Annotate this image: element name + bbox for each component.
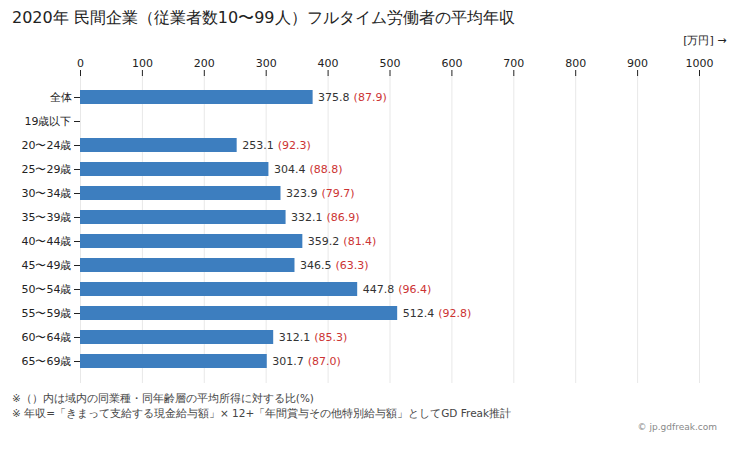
svg-text:35〜39歳: 35〜39歳 xyxy=(22,211,72,224)
svg-text:312.1: 312.1 xyxy=(279,331,311,344)
svg-text:346.5: 346.5 xyxy=(300,259,332,272)
svg-text:(92.3): (92.3) xyxy=(278,139,311,152)
svg-text:(88.8): (88.8) xyxy=(309,163,342,176)
svg-text:19歳以下: 19歳以下 xyxy=(25,115,72,128)
svg-text:[万円] →: [万円] → xyxy=(683,34,726,47)
svg-text:(85.3): (85.3) xyxy=(314,331,347,344)
svg-text:20〜24歳: 20〜24歳 xyxy=(22,139,72,152)
svg-text:332.1: 332.1 xyxy=(291,211,323,224)
svg-text:(96.4): (96.4) xyxy=(398,283,431,296)
svg-text:45〜49歳: 45〜49歳 xyxy=(22,259,72,272)
svg-text:50〜54歳: 50〜54歳 xyxy=(22,283,72,296)
svg-text:30〜34歳: 30〜34歳 xyxy=(22,187,72,200)
svg-text:700: 700 xyxy=(503,57,524,70)
svg-text:40〜44歳: 40〜44歳 xyxy=(22,235,72,248)
svg-text:65〜69歳: 65〜69歳 xyxy=(22,355,72,368)
svg-text:300: 300 xyxy=(256,57,277,70)
svg-text:200: 200 xyxy=(194,57,215,70)
html-text:© jp.gdfreak.com: © jp.gdfreak.com xyxy=(637,422,717,432)
svg-text:600: 600 xyxy=(441,57,462,70)
svg-text:100: 100 xyxy=(132,57,153,70)
svg-text:323.9: 323.9 xyxy=(286,187,318,200)
svg-text:(92.8): (92.8) xyxy=(438,307,471,320)
svg-text:375.8: 375.8 xyxy=(318,91,350,104)
svg-text:(87.0): (87.0) xyxy=(308,355,341,368)
svg-text:60〜64歳: 60〜64歳 xyxy=(22,331,72,344)
svg-text:全体: 全体 xyxy=(50,91,72,104)
html-text:※ 年収=「きまって支給する現金給与額」× 12+「年間賞与: ※ 年収=「きまって支給する現金給与額」× 12+「年間賞与その他特別給与額」と… xyxy=(12,407,512,419)
svg-text:25〜29歳: 25〜29歳 xyxy=(22,163,72,176)
svg-text:359.2: 359.2 xyxy=(308,235,340,248)
html-text:2020年 民間企業（従業者数10〜99人）フルタイム労働者: 2020年 民間企業（従業者数10〜99人）フルタイム労働者の平均年収 xyxy=(12,8,515,27)
svg-text:500: 500 xyxy=(380,57,401,70)
svg-text:(86.9): (86.9) xyxy=(327,211,360,224)
svg-text:(63.3): (63.3) xyxy=(335,259,368,272)
svg-text:0: 0 xyxy=(77,57,84,70)
svg-text:(79.7): (79.7) xyxy=(321,187,354,200)
svg-text:(87.9): (87.9) xyxy=(354,91,387,104)
svg-text:1000: 1000 xyxy=(686,57,714,70)
html-text:※（）内は域内の同業種・同年齢層の平均所得に対する比(%): ※（）内は域内の同業種・同年齢層の平均所得に対する比(%) xyxy=(12,392,314,404)
svg-text:400: 400 xyxy=(318,57,339,70)
svg-text:800: 800 xyxy=(565,57,586,70)
svg-text:301.7: 301.7 xyxy=(272,355,304,368)
svg-text:900: 900 xyxy=(627,57,648,70)
svg-text:55〜59歳: 55〜59歳 xyxy=(22,307,72,320)
svg-text:304.4: 304.4 xyxy=(274,163,306,176)
svg-text:253.1: 253.1 xyxy=(242,139,273,152)
svg-text:447.8: 447.8 xyxy=(363,283,395,296)
svg-text:(81.4): (81.4) xyxy=(343,235,376,248)
svg-text:512.4: 512.4 xyxy=(403,307,435,320)
